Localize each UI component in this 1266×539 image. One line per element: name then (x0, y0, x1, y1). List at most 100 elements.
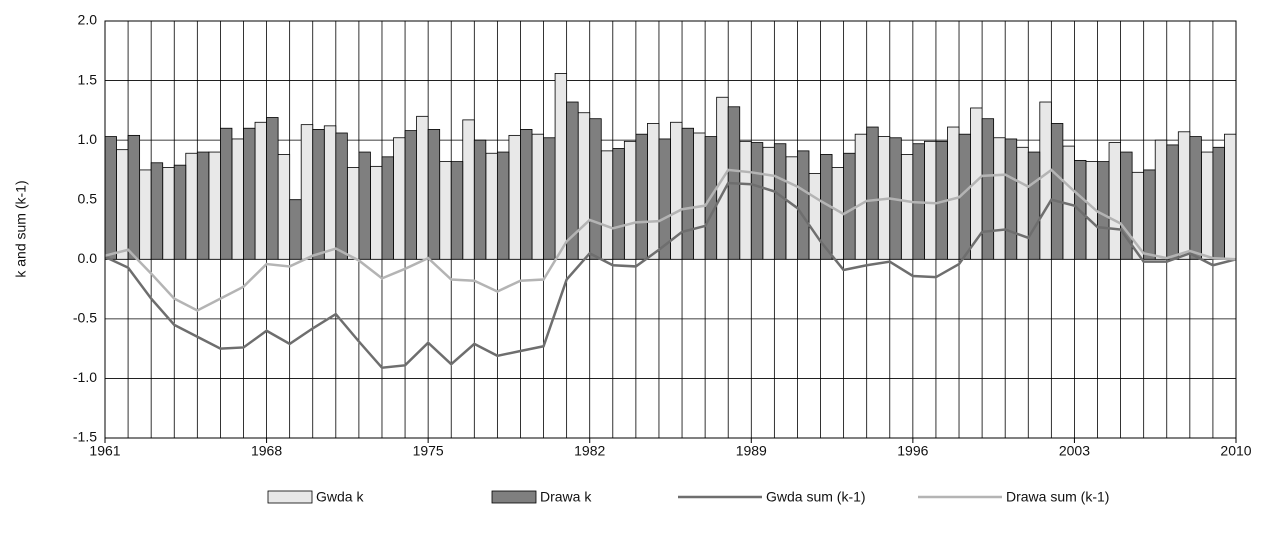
bar (312, 129, 325, 260)
bar (289, 199, 302, 260)
bar (266, 117, 279, 260)
bar (658, 138, 671, 260)
bar (139, 169, 152, 260)
bar (173, 164, 187, 260)
y-tick-label: -0.5 (73, 310, 97, 326)
bar (762, 146, 775, 260)
bar (1200, 151, 1214, 260)
plot-frame (104, 20, 1237, 439)
y-tick-label: 1.5 (78, 71, 98, 87)
bar (623, 140, 637, 260)
bar (566, 101, 579, 260)
bar (993, 137, 1006, 260)
bar (773, 143, 787, 260)
legend: Gwda k Drawa k Gwda sum (k-1) Drawa sum (k-… (267, 489, 1109, 505)
bar (543, 137, 556, 260)
bar (1224, 133, 1236, 260)
bar (1004, 138, 1018, 260)
bar (1108, 142, 1121, 260)
bar (150, 162, 164, 260)
bar (843, 152, 856, 260)
bar (508, 134, 521, 260)
x-tick-label: 1982 (574, 443, 605, 459)
legend-label: Drawa k (540, 489, 592, 505)
legend-swatch (267, 490, 313, 504)
bar (1143, 169, 1156, 260)
bar (808, 173, 821, 260)
bars (105, 73, 1236, 260)
bar (485, 152, 498, 260)
bar (323, 125, 337, 260)
bar (404, 130, 418, 260)
x-tick-label: 1989 (736, 443, 767, 459)
bar (393, 137, 406, 260)
bar (496, 151, 510, 260)
bar (577, 112, 591, 260)
bar (439, 161, 452, 260)
line (104, 181, 1237, 370)
bar (370, 165, 383, 260)
bar (531, 133, 544, 260)
legend-swatch (491, 490, 537, 504)
y-tick-label: -1.5 (73, 429, 97, 445)
x-tick-label: 2010 (1220, 443, 1251, 459)
bar (208, 151, 221, 260)
bar (693, 132, 706, 260)
bar (416, 115, 429, 260)
bar (105, 136, 117, 260)
bar (854, 133, 868, 260)
bar (300, 124, 314, 260)
bar (1177, 131, 1191, 260)
bar (335, 132, 348, 260)
bar (1039, 101, 1052, 260)
legend-label: Drawa sum (k-1) (1006, 489, 1109, 505)
x-tick-label: 1968 (251, 443, 282, 459)
bar (1166, 144, 1179, 260)
bar (900, 154, 914, 260)
bar (162, 167, 175, 260)
bar (1120, 151, 1133, 260)
bar (681, 127, 694, 260)
bar (750, 142, 764, 260)
bar (473, 139, 487, 260)
y-tick-label: 0.0 (78, 250, 98, 266)
bar (981, 118, 995, 260)
bar (346, 167, 360, 260)
x-tick-label: 1975 (413, 443, 444, 459)
bar (127, 134, 141, 260)
y-tick-label: 0.5 (78, 190, 98, 206)
bar (196, 151, 210, 260)
x-tick-label: 1961 (89, 443, 120, 459)
bar (450, 161, 464, 260)
bar (520, 129, 533, 260)
bar (1212, 146, 1225, 260)
bar (866, 126, 879, 260)
bar (1097, 161, 1110, 260)
bar (462, 119, 475, 260)
bar (647, 123, 660, 260)
line (104, 168, 1237, 312)
bar (1027, 151, 1041, 260)
bar (600, 150, 614, 260)
legend-label: Gwda k (316, 489, 364, 505)
bar (243, 127, 256, 260)
bar (116, 149, 129, 260)
axes: -1.5 -1.0 -0.5 0.0 0.5 1.0 1.5 2.0 1961 1968 1975 1… (73, 12, 1252, 459)
y-tick-label: -1.0 (73, 369, 97, 385)
bar (1016, 146, 1029, 260)
bar (554, 73, 568, 260)
bar (635, 133, 648, 260)
bar (923, 140, 937, 260)
bar (612, 148, 625, 260)
bar (277, 154, 291, 260)
x-tick-label: 1996 (897, 443, 928, 459)
bar (220, 127, 233, 260)
y-tick-label: 2.0 (78, 12, 98, 28)
bar (739, 140, 752, 260)
bar (427, 129, 441, 260)
bar (1050, 123, 1064, 260)
bar (589, 118, 602, 260)
bar (797, 150, 810, 260)
bar (1154, 139, 1168, 260)
